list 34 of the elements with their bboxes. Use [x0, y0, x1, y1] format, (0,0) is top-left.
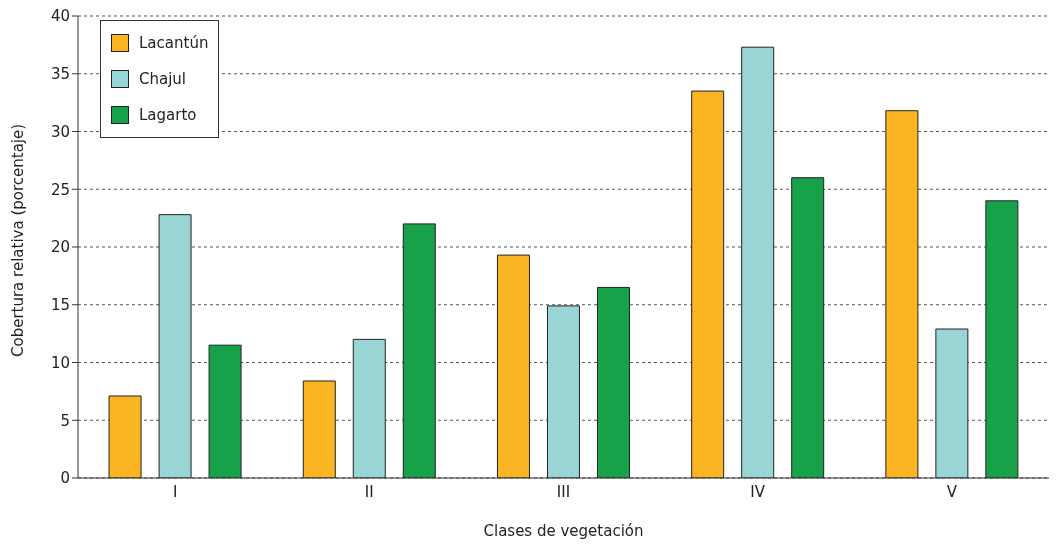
bar [302, 380, 336, 478]
y-tick-label: 5 [60, 411, 70, 430]
y-tick-label: 35 [50, 65, 70, 84]
bar [596, 286, 630, 478]
y-tick-label: 25 [50, 180, 70, 199]
x-axis-title: Clases de vegetación [483, 522, 644, 540]
y-tick-label: 0 [60, 469, 70, 488]
bar [496, 254, 530, 478]
bar [885, 110, 919, 478]
y-tick-label: 40 [50, 7, 70, 26]
y-tick-label: 10 [50, 353, 70, 372]
bar [352, 338, 386, 478]
y-tick-label: 20 [50, 238, 70, 257]
y-axis-title: Cobertura relativa (porcentaje) [9, 123, 28, 357]
x-tick-label: I [172, 482, 178, 501]
x-tick-label: II [364, 482, 374, 501]
x-tick-label: III [556, 482, 571, 501]
bar [791, 177, 825, 478]
bar [108, 395, 142, 478]
y-tick-label: 15 [50, 296, 70, 315]
x-tick-label: IV [750, 482, 766, 501]
bar [741, 46, 775, 478]
bar [985, 200, 1019, 478]
bar [691, 90, 725, 478]
bar [402, 223, 436, 478]
legend-label: Lagarto [139, 106, 197, 124]
y-tick-label: 30 [50, 122, 70, 141]
legend-label: Lacantún [139, 34, 209, 52]
bar [546, 305, 580, 478]
bar [158, 214, 192, 478]
bar [208, 344, 242, 478]
legend-label: Chajul [139, 70, 187, 88]
x-tick-label: V [946, 482, 958, 501]
bar [935, 328, 969, 478]
